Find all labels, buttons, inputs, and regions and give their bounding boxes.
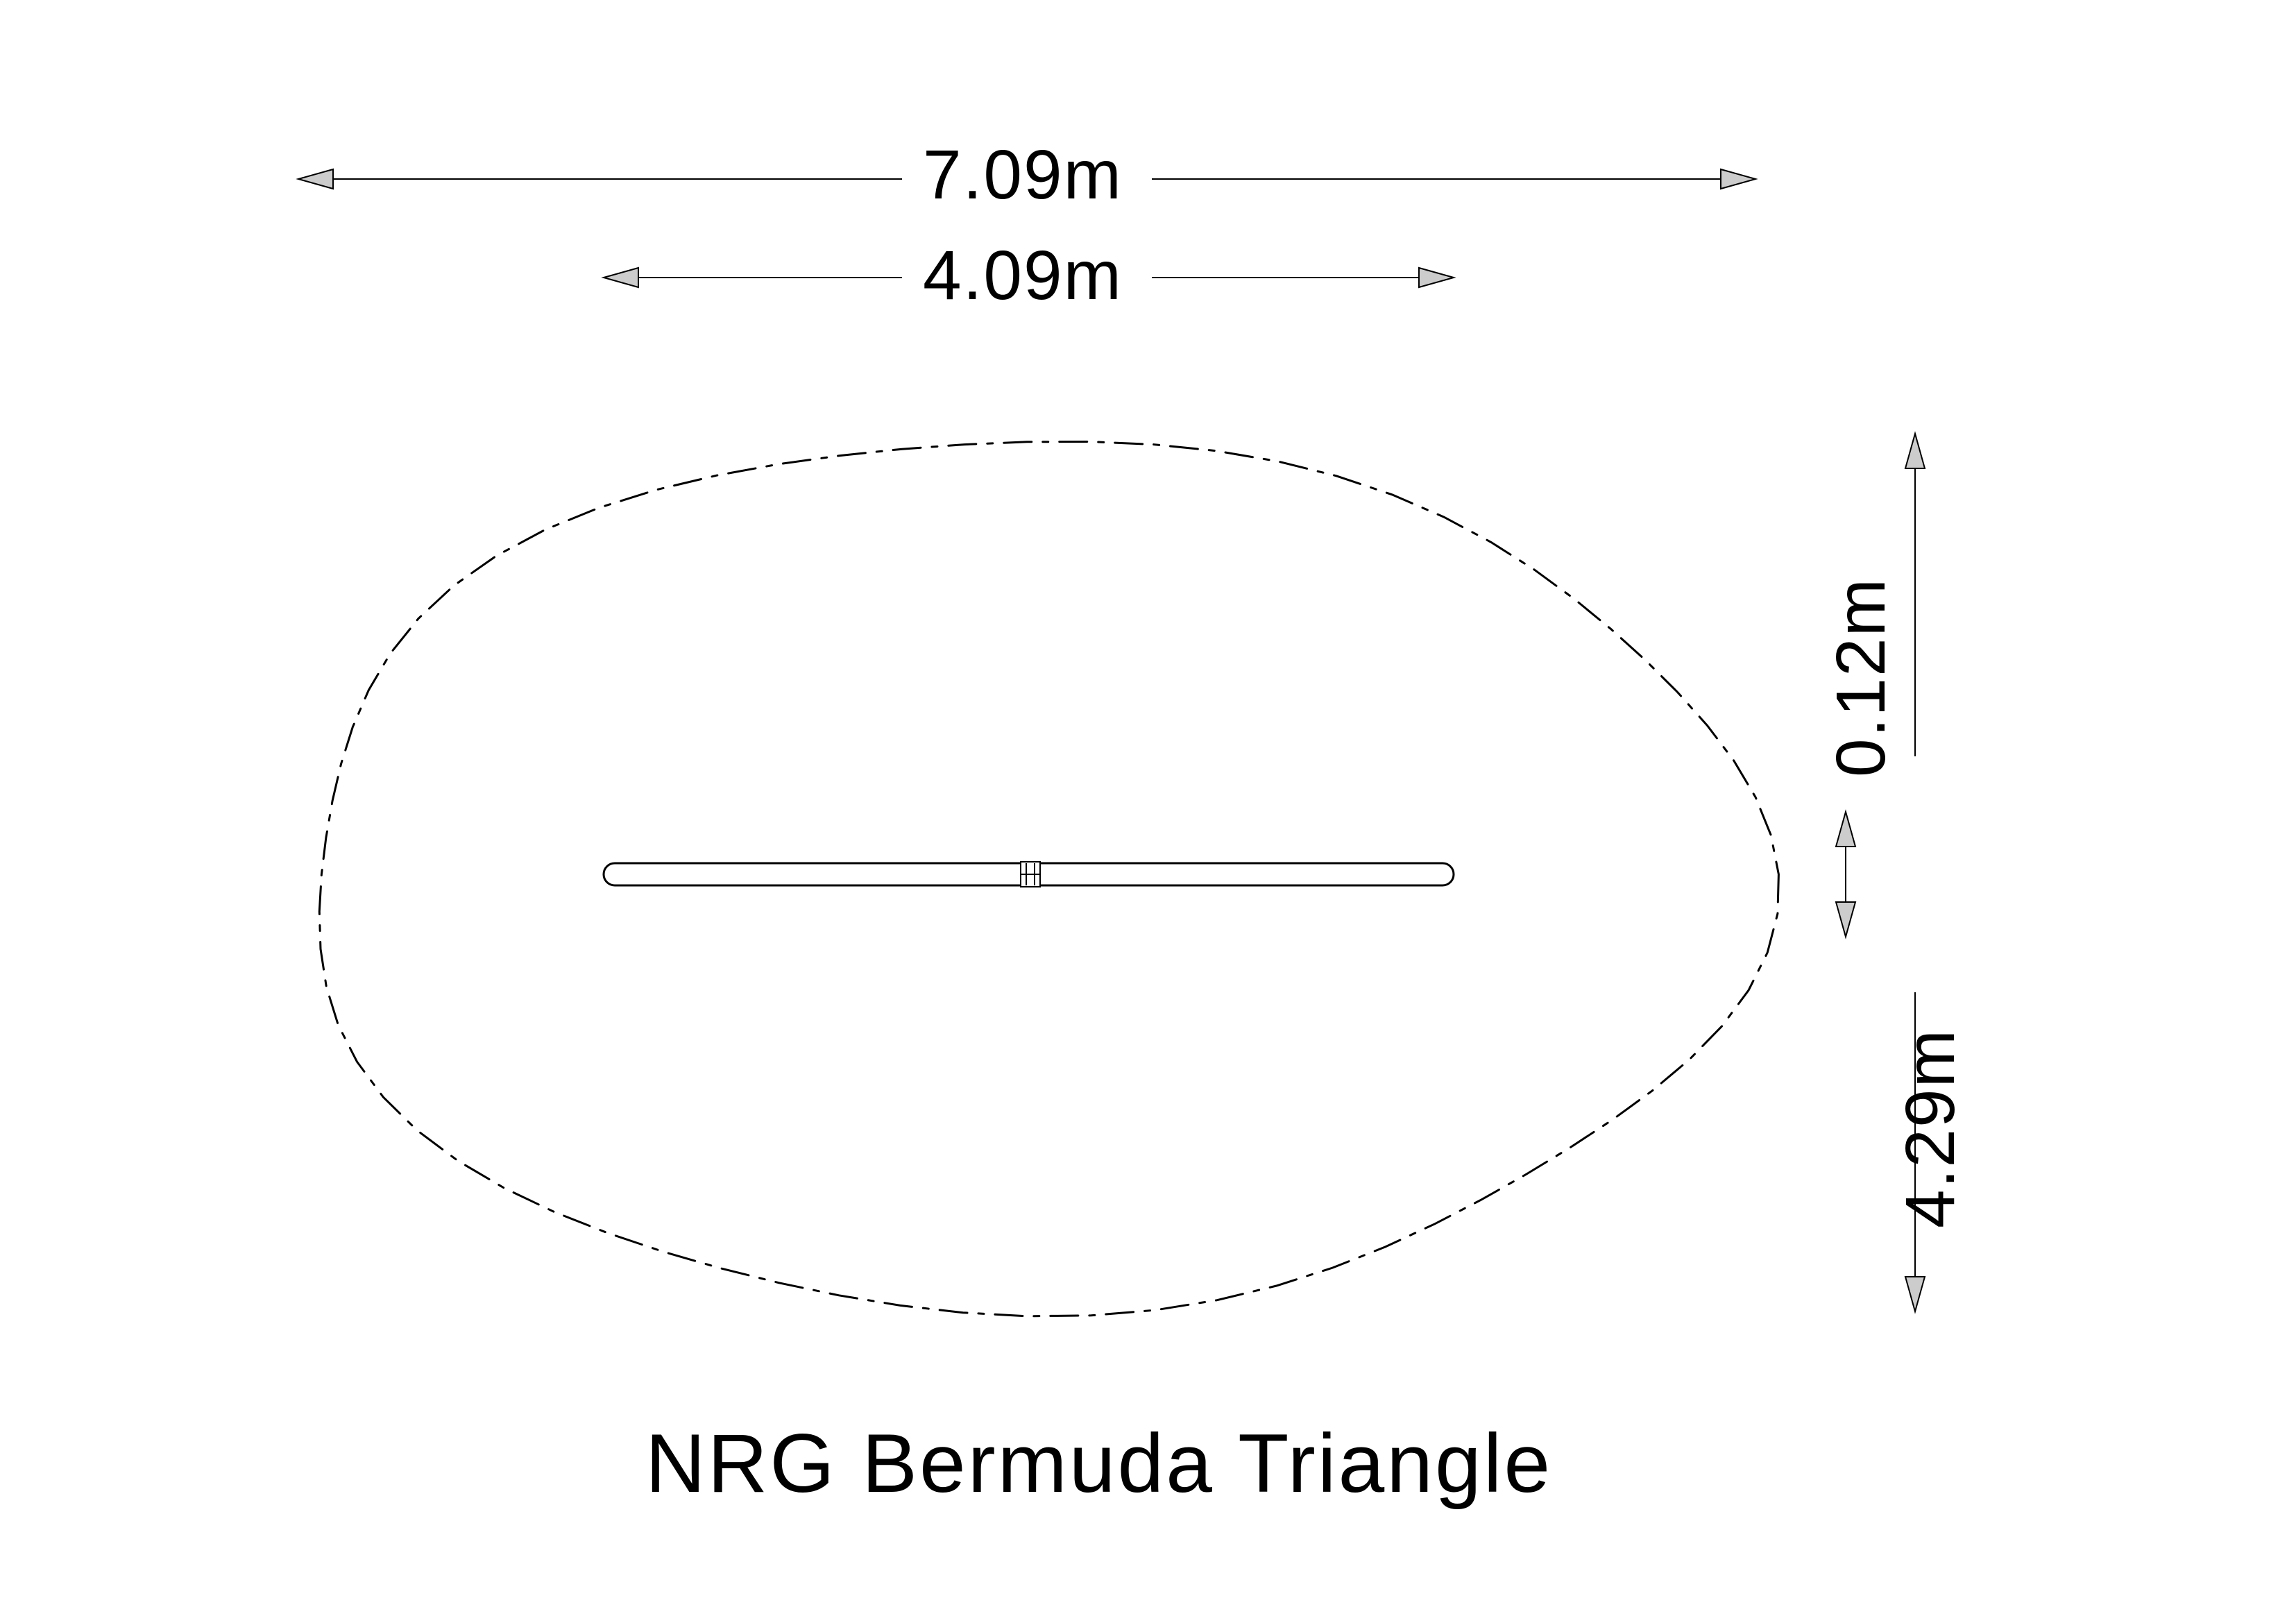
diagram-title: NRG Bermuda Triangle [645,1416,1552,1511]
arrowhead-icon [1836,902,1855,937]
svg-layer [0,0,2296,1623]
arrowhead-icon [1721,169,1755,189]
dim-outer-width-label: 7.09m [923,135,1123,215]
dim-bar-height-label: 0.12m [1821,577,1901,777]
arrowhead-icon [604,268,638,287]
arrowhead-icon [298,169,333,189]
arrowhead-icon [1905,1277,1925,1311]
dim-inner-width-label: 4.09m [923,236,1123,316]
safety-zone-outline [319,442,1778,1316]
diagram-canvas: 7.09m 4.09m 0.12m 4.29m NRG Bermuda Tria… [0,0,2296,1623]
dim-outer-height-label: 4.29m [1891,1028,1971,1228]
arrowhead-icon [1836,812,1855,847]
arrowhead-icon [1419,268,1454,287]
arrowhead-icon [1905,434,1925,468]
